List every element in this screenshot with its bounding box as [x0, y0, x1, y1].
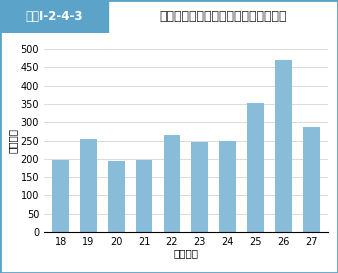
Bar [219, 141, 236, 232]
Bar [247, 103, 264, 232]
Bar [191, 142, 208, 232]
Text: 図表Ⅰ-2-4-3: 図表Ⅰ-2-4-3 [25, 10, 83, 23]
Bar [80, 140, 97, 232]
Text: ロシア機に対する緊急発進回数の推移: ロシア機に対する緊急発進回数の推移 [159, 10, 287, 23]
Bar [303, 127, 319, 232]
Bar [136, 160, 152, 232]
Y-axis label: （回数）: （回数） [8, 128, 18, 153]
Bar [275, 60, 292, 232]
Bar [0, 0, 108, 33]
Bar [164, 135, 180, 232]
Bar [52, 160, 69, 232]
Bar [108, 161, 125, 232]
X-axis label: （年度）: （年度） [173, 248, 198, 258]
